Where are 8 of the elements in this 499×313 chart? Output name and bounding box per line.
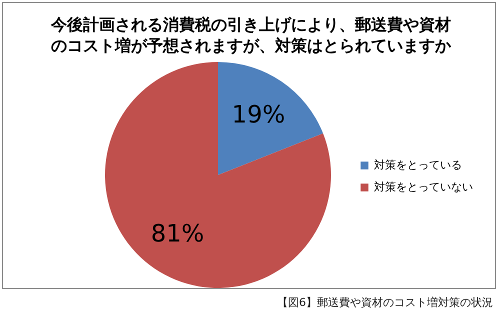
legend-label: 対策をとっている xyxy=(374,158,462,172)
pie-slice xyxy=(105,62,331,288)
data-label: 81% xyxy=(150,220,204,248)
text: 【図6】郵送費や資材のコスト増対策の状況 xyxy=(277,295,493,310)
pie-slice xyxy=(218,62,324,175)
legend-label: 対策をとっていない xyxy=(374,180,473,194)
chart-title: 今後計画される消費税の引き上げにより、郵送費や資材のコスト増が予想されますが、対策はとられていますか xyxy=(50,15,452,55)
data-label: 19% xyxy=(232,100,286,128)
